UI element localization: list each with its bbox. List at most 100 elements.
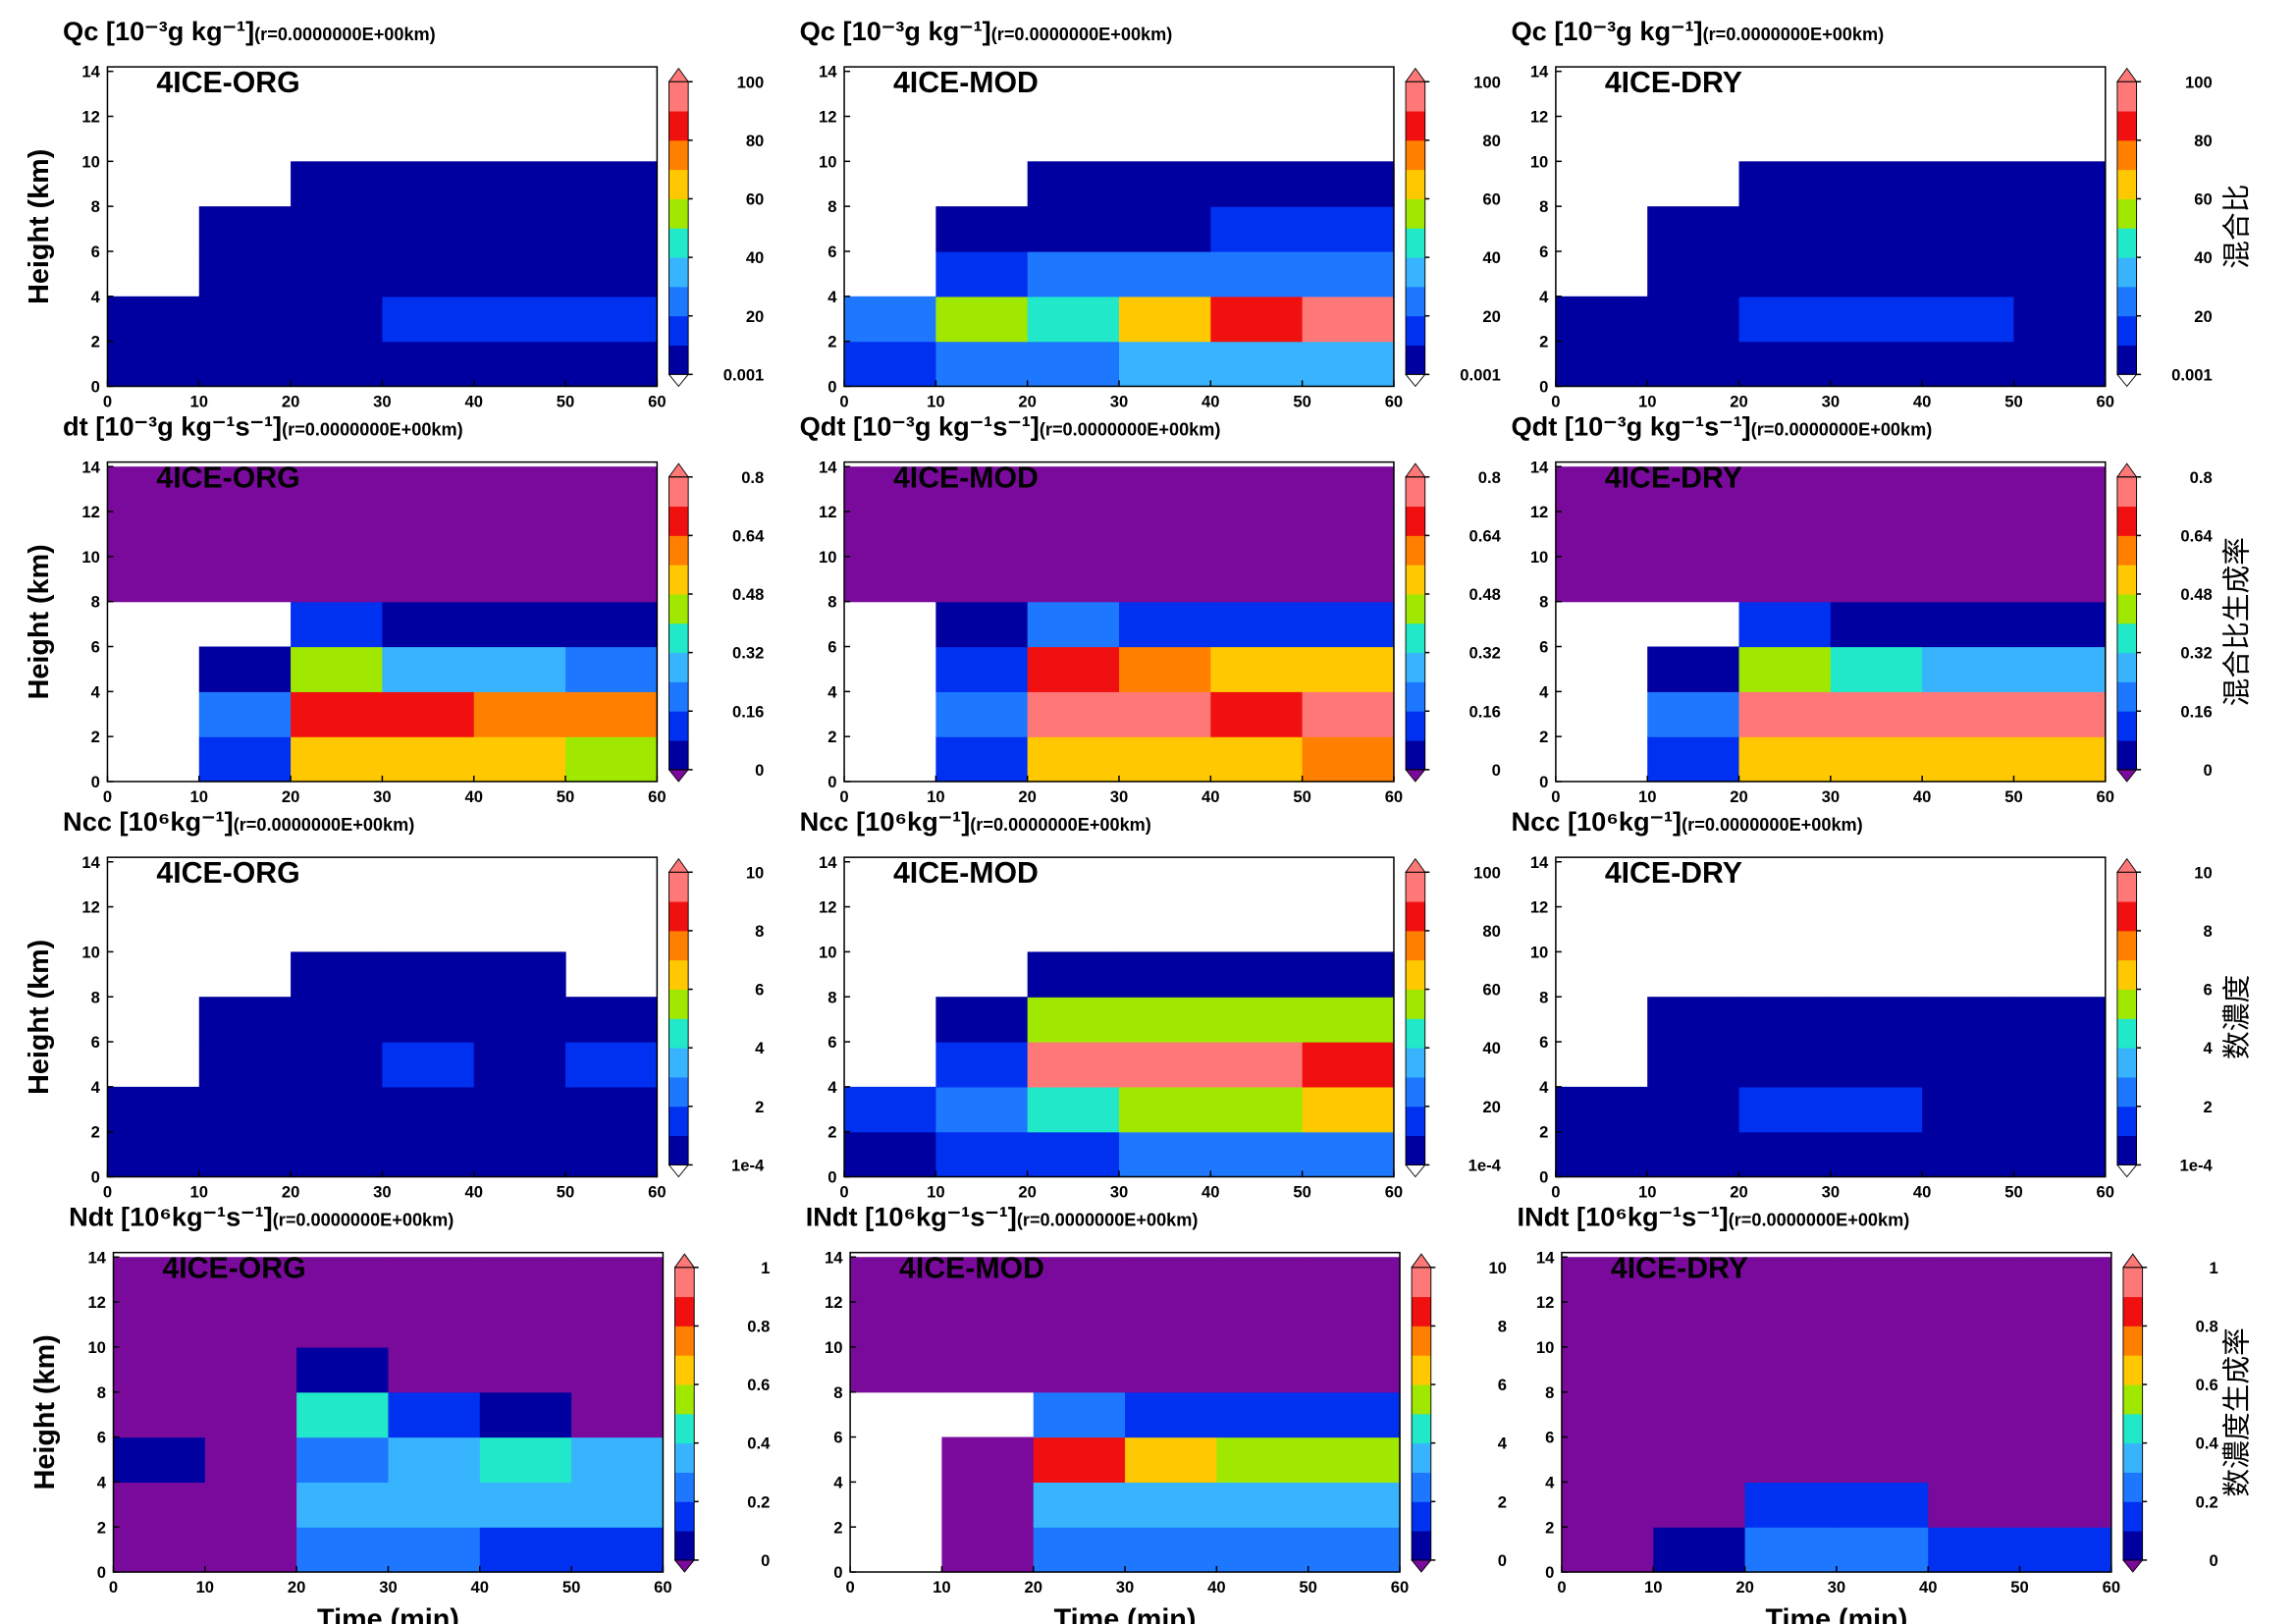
colorbar-over <box>1405 857 1426 873</box>
contour-cell <box>1561 1436 1654 1483</box>
title-main: Ncc [10⁶kg⁻¹] <box>63 806 234 837</box>
contour-cell <box>291 1131 384 1178</box>
y-tick-label: 2 <box>1539 1123 1548 1142</box>
contour-cell <box>291 341 384 388</box>
panel-label: 4ICE-ORG <box>156 461 299 494</box>
colorbar-band <box>1406 198 1425 229</box>
contour-cell <box>198 556 292 603</box>
contour-cell <box>1555 1086 1648 1133</box>
colorbar-frame <box>1405 81 1426 375</box>
y-tick-label: 2 <box>1539 333 1548 352</box>
colorbar-band <box>668 1106 689 1137</box>
x-tick-label: 40 <box>1201 393 1220 411</box>
x-tick-label: 60 <box>1391 1578 1410 1597</box>
contour-cell <box>935 1042 1029 1088</box>
contour-cell <box>204 1482 297 1528</box>
colorbar-tick-label: 20 <box>1482 1098 1501 1116</box>
contour-cell <box>571 1257 665 1303</box>
contour-cell <box>1647 1042 1740 1088</box>
contour-cell <box>935 341 1029 388</box>
contour-cell <box>113 1346 206 1393</box>
contour-cell <box>382 556 475 603</box>
x-tick-label: 0 <box>839 787 848 806</box>
y-tick-label: 12 <box>1530 503 1549 521</box>
colorbar-band <box>674 1384 695 1415</box>
colorbar-tick-label: 0.16 <box>2180 702 2212 721</box>
y-tick-label: 12 <box>1530 898 1549 917</box>
title-main: Ndt [10⁶kg⁻¹s⁻¹] <box>69 1201 273 1231</box>
contour-cell <box>1928 1257 2021 1303</box>
y-tick-label: 6 <box>91 1033 100 1052</box>
contour-cell <box>1118 646 1211 692</box>
contour-cell <box>1210 601 1304 648</box>
contour-cell <box>198 296 292 343</box>
contour-cell <box>473 206 566 252</box>
y-tick-label: 4 <box>828 1078 837 1097</box>
contour-cell <box>1125 1527 1217 1573</box>
contour-cell <box>1830 206 1923 252</box>
contour-cell <box>1738 512 1832 558</box>
contour-cell <box>1647 250 1740 298</box>
panel: 0 10 20 30 40 50 60 0 2 4 6 8 10 12 14 Qdt [10⁻³g kg⁻¹s… <box>1511 410 2253 806</box>
colorbar-tick-label: 40 <box>1482 248 1501 267</box>
contour-cell <box>291 250 384 298</box>
colorbar-band <box>1412 1355 1431 1385</box>
x-tick-label: 40 <box>1913 1183 1932 1202</box>
contour-cell <box>2019 1482 2112 1528</box>
contour-cell <box>565 691 658 737</box>
y-tick-label: 10 <box>819 943 837 961</box>
title-sub: (r=0.0000000E+00km) <box>970 815 1151 835</box>
contour-cell <box>1647 512 1740 558</box>
contour-cell <box>296 1391 390 1438</box>
colorbar-band <box>668 681 689 712</box>
contour-cell <box>1830 601 1923 648</box>
contour-cell <box>291 1042 384 1088</box>
x-tick-label: 50 <box>1293 393 1311 411</box>
x-tick-label: 40 <box>464 1183 483 1202</box>
contour-cell <box>1836 1302 1929 1348</box>
contour-cell <box>1555 296 1648 343</box>
colorbar-tick-label: 6 <box>1498 1376 1507 1394</box>
contour-cell <box>565 206 658 252</box>
title-sub: (r=0.0000000E+00km) <box>234 815 415 835</box>
x-tick-label: 30 <box>379 1578 398 1597</box>
contour-cell <box>107 512 200 558</box>
colorbar-band <box>1412 1501 1431 1532</box>
y-tick-label: 12 <box>81 108 100 127</box>
x-tick-label: 30 <box>373 787 391 806</box>
contour-cell <box>1118 951 1211 998</box>
contour-cell <box>1216 1436 1309 1483</box>
y-tick-label: 14 <box>81 63 100 81</box>
contour-cell <box>935 512 1029 558</box>
contour-cell <box>1647 691 1740 737</box>
contour-cell <box>473 296 566 343</box>
x-tick-label: 30 <box>1110 1183 1129 1202</box>
contour-cell <box>479 1482 572 1528</box>
contour-cell <box>1210 250 1304 298</box>
title-sub: (r=0.0000000E+00km) <box>1017 1210 1199 1229</box>
y-tick-label: 8 <box>1539 197 1548 216</box>
contour-cell <box>291 206 384 252</box>
colorbar-frame <box>2116 871 2138 1165</box>
contour-cell <box>565 1086 658 1133</box>
contour-cell <box>382 951 475 998</box>
contour-cell <box>935 296 1029 343</box>
contour-cell <box>198 691 292 737</box>
contour-cell <box>565 646 658 692</box>
colorbar: 0.001 20 40 60 80 100 <box>2115 67 2213 388</box>
title-sub: (r=0.0000000E+00km) <box>273 1210 454 1229</box>
title-sub: (r=0.0000000E+00km) <box>1682 815 1863 835</box>
x-axis-label: Time (min) <box>1054 1604 1197 1624</box>
colorbar-band <box>2116 476 2137 508</box>
contour-cell <box>850 1346 943 1393</box>
contour-cell <box>1653 1257 1746 1303</box>
colorbar-band <box>1406 81 1425 112</box>
side-label: 数濃度 <box>2220 975 2254 1059</box>
colorbar-band <box>1406 315 1425 346</box>
contour-cell <box>941 1346 1035 1393</box>
colorbar-tick-label: 0.64 <box>1469 526 1502 545</box>
colorbar-under <box>1405 1164 1426 1178</box>
colorbar-band <box>2116 139 2137 171</box>
contour-cell <box>1738 997 1832 1043</box>
